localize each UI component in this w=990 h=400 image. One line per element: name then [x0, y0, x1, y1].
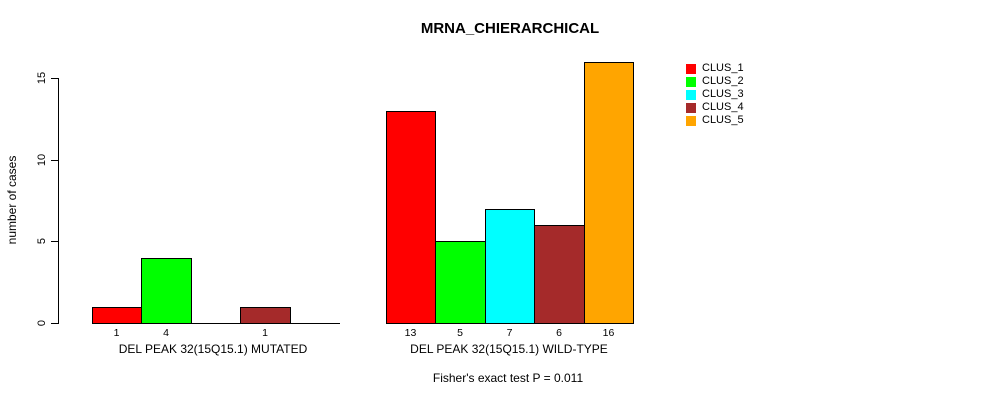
chart-title: MRNA_CHIERARCHICAL	[420, 20, 600, 37]
y-axis-title: number of cases	[5, 155, 19, 245]
legend: CLUS_1 CLUS_2 CLUS_3 CLUS_4 CLUS_5	[686, 62, 744, 127]
bar-value-label: 4	[163, 327, 169, 339]
legend-label: CLUS_1	[702, 62, 744, 74]
y-axis-tick	[51, 241, 59, 242]
legend-item-clus_5: CLUS_5	[686, 114, 744, 127]
bar-clus_1-group2	[386, 111, 436, 324]
y-axis-tick	[51, 78, 59, 79]
legend-label: CLUS_4	[702, 101, 744, 113]
bar-clus_2-group2	[435, 241, 486, 324]
legend-swatch-clus_1	[686, 63, 696, 74]
legend-swatch-clus_4	[686, 102, 696, 113]
y-axis-tick-label: 10	[36, 153, 48, 167]
legend-item-clus_4: CLUS_4	[686, 101, 744, 114]
bar-value-label: 6	[556, 327, 562, 339]
legend-label: CLUS_3	[702, 88, 744, 100]
bar-value-label: 16	[602, 327, 615, 339]
y-axis-tick-label: 5	[36, 237, 48, 245]
bar-clus_1-group1	[92, 307, 142, 324]
y-axis-line	[58, 78, 59, 324]
bar-clus_2-group1	[141, 258, 192, 324]
legend-swatch-clus_3	[686, 89, 696, 100]
legend-swatch-clus_2	[686, 76, 696, 87]
bar-clus_3-group2	[485, 209, 535, 324]
x-axis-label-wildtype: DEL PEAK 32(15Q15.1) WILD-TYPE	[410, 342, 608, 356]
bar-value-label: 1	[262, 327, 268, 339]
bar-clus_4-group1	[240, 307, 291, 324]
y-axis-tick	[51, 323, 59, 324]
fisher-test-annotation: Fisher's exact test P = 0.011	[432, 371, 584, 385]
legend-label: CLUS_2	[702, 75, 744, 87]
x-axis-label-mutated: DEL PEAK 32(15Q15.1) MUTATED	[118, 342, 308, 356]
legend-item-clus_3: CLUS_3	[686, 88, 744, 101]
bar-value-label: 7	[506, 327, 513, 339]
bar-value-label: 1	[113, 327, 120, 339]
bar-clus_5-group2	[584, 62, 634, 324]
legend-item-clus_1: CLUS_1	[686, 62, 744, 75]
legend-label: CLUS_5	[702, 114, 744, 126]
group-baseline	[92, 323, 340, 324]
legend-item-clus_2: CLUS_2	[686, 75, 744, 88]
legend-swatch-clus_5	[686, 115, 696, 126]
bar-value-label: 5	[457, 327, 463, 339]
y-axis-tick-label: 15	[36, 71, 48, 85]
y-axis-tick	[51, 160, 59, 161]
y-axis-tick-label: 0	[36, 319, 48, 327]
bar-value-label: 13	[404, 327, 417, 339]
bar-clus_4-group2	[534, 225, 585, 324]
